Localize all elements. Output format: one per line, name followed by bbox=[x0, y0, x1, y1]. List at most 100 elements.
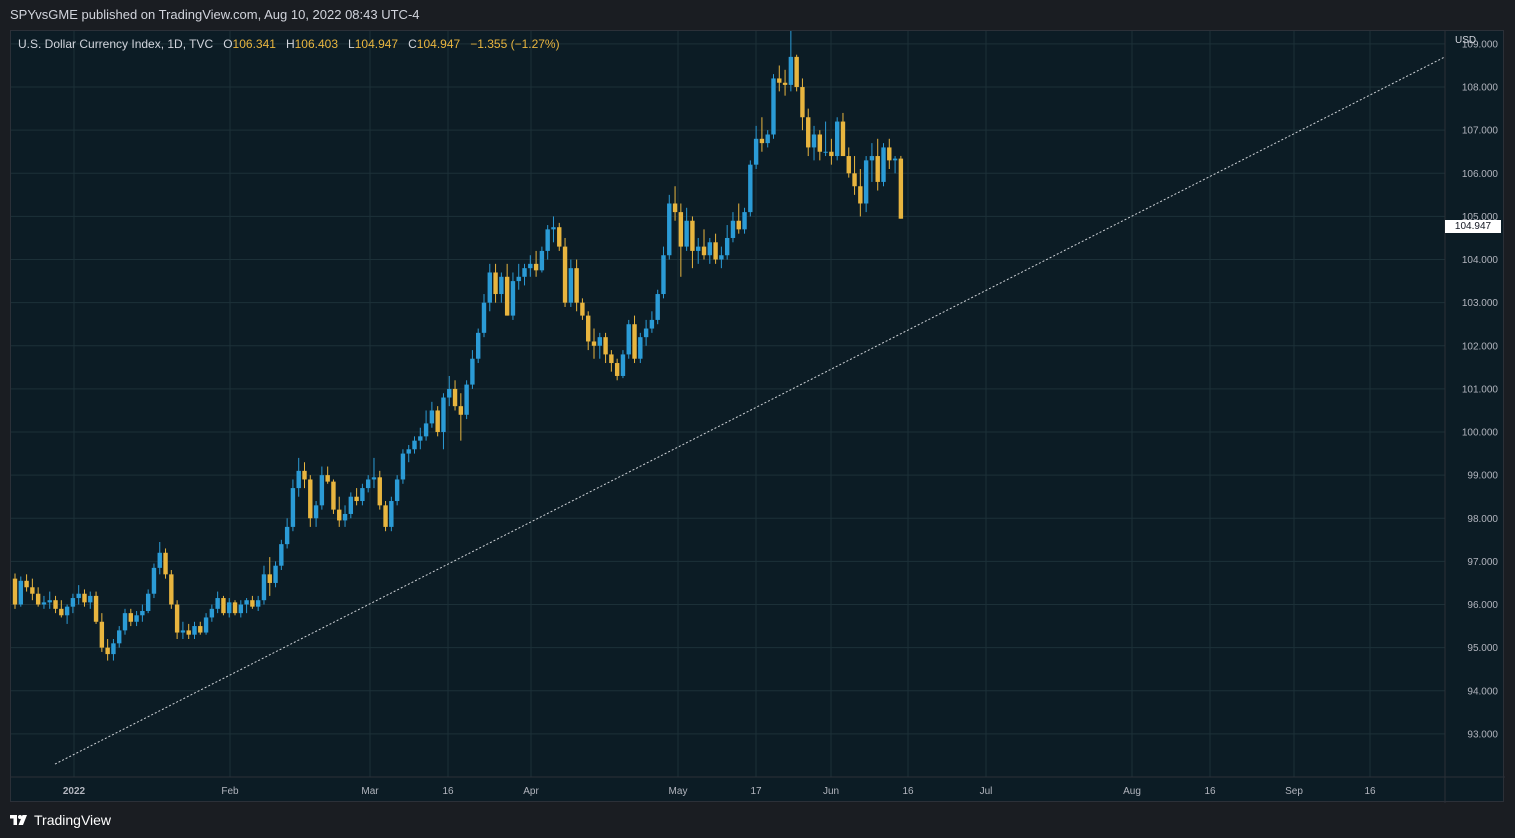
candle-body[interactable] bbox=[765, 134, 770, 144]
candle-body[interactable] bbox=[389, 501, 394, 527]
candle-body[interactable] bbox=[117, 630, 122, 644]
candle-body[interactable] bbox=[337, 509, 342, 521]
candle-body[interactable] bbox=[759, 138, 765, 144]
candle-body[interactable] bbox=[261, 574, 267, 601]
candle-body[interactable] bbox=[672, 203, 678, 213]
candle-body[interactable] bbox=[881, 147, 886, 182]
candle-body[interactable] bbox=[255, 600, 261, 607]
candle-body[interactable] bbox=[18, 580, 23, 605]
candle-body[interactable] bbox=[313, 505, 319, 519]
candle-body[interactable] bbox=[435, 410, 440, 433]
candle-body[interactable] bbox=[638, 337, 643, 359]
footer-brand[interactable]: TradingView bbox=[10, 812, 111, 828]
candle-body[interactable] bbox=[203, 617, 209, 633]
candle-body[interactable] bbox=[777, 78, 782, 83]
candle-body[interactable] bbox=[250, 600, 255, 607]
candle-body[interactable] bbox=[215, 598, 220, 609]
candle-body[interactable] bbox=[684, 220, 689, 247]
candle-body[interactable] bbox=[557, 227, 562, 247]
candle-body[interactable] bbox=[12, 578, 18, 605]
candle-body[interactable] bbox=[134, 615, 139, 622]
candle-body[interactable] bbox=[232, 602, 238, 614]
candle-body[interactable] bbox=[24, 580, 29, 588]
candle-body[interactable] bbox=[122, 613, 128, 631]
candle-body[interactable] bbox=[325, 475, 330, 482]
candle-body[interactable] bbox=[128, 613, 133, 622]
candle-body[interactable] bbox=[643, 328, 649, 338]
candle-body[interactable] bbox=[800, 87, 805, 118]
candle-body[interactable] bbox=[863, 160, 869, 204]
candle-body[interactable] bbox=[719, 255, 724, 260]
candle-body[interactable] bbox=[383, 505, 388, 527]
candle-body[interactable] bbox=[464, 384, 469, 415]
candle-body[interactable] bbox=[470, 358, 475, 385]
candle-body[interactable] bbox=[145, 593, 151, 611]
candle-body[interactable] bbox=[400, 453, 406, 480]
candle-body[interactable] bbox=[730, 220, 736, 238]
candle-body[interactable] bbox=[273, 565, 278, 583]
candle-body[interactable] bbox=[753, 138, 759, 165]
candle-body[interactable] bbox=[290, 488, 296, 527]
candle-body[interactable] bbox=[603, 337, 608, 355]
candle-body[interactable] bbox=[591, 341, 597, 346]
candle-body[interactable] bbox=[724, 237, 730, 256]
candle-body[interactable] bbox=[846, 156, 851, 174]
candle-body[interactable] bbox=[302, 470, 307, 480]
candle-body[interactable] bbox=[348, 496, 354, 514]
candle-body[interactable] bbox=[192, 626, 197, 635]
candle-body[interactable] bbox=[516, 276, 521, 282]
candle-body[interactable] bbox=[227, 602, 232, 614]
candle-body[interactable] bbox=[510, 281, 516, 316]
candle-body[interactable] bbox=[875, 156, 880, 182]
candle-body[interactable] bbox=[93, 595, 99, 622]
candle-body[interactable] bbox=[180, 630, 186, 633]
candle-body[interactable] bbox=[174, 604, 180, 633]
candle-body[interactable] bbox=[632, 324, 637, 359]
candle-body[interactable] bbox=[441, 397, 446, 433]
currency-label[interactable]: USD bbox=[1455, 35, 1477, 46]
candle-body[interactable] bbox=[82, 593, 87, 603]
candle-body[interactable] bbox=[892, 158, 898, 161]
candle-body[interactable] bbox=[661, 255, 666, 295]
candle-body[interactable] bbox=[64, 606, 70, 616]
candle-body[interactable] bbox=[678, 212, 684, 247]
candle-body[interactable] bbox=[209, 608, 215, 618]
candle-body[interactable] bbox=[319, 475, 325, 506]
candle-body[interactable] bbox=[499, 276, 504, 295]
candle-body[interactable] bbox=[742, 212, 747, 230]
candle-body[interactable] bbox=[887, 147, 892, 161]
candle-body[interactable] bbox=[528, 263, 533, 269]
candle-body[interactable] bbox=[365, 479, 371, 489]
candle-body[interactable] bbox=[568, 268, 574, 303]
candle-body[interactable] bbox=[696, 246, 701, 251]
candle-body[interactable] bbox=[713, 242, 718, 260]
candle-body[interactable] bbox=[655, 294, 660, 320]
candle-body[interactable] bbox=[811, 134, 817, 148]
candle-body[interactable] bbox=[620, 354, 626, 376]
candle-body[interactable] bbox=[852, 173, 857, 187]
candle-body[interactable] bbox=[296, 470, 301, 489]
candle-body[interactable] bbox=[748, 164, 753, 213]
candlestick-chart[interactable]: 93.000 94.000 95.000 96.000 97.000 98.000 99.0… bbox=[11, 31, 1505, 803]
candle-body[interactable] bbox=[586, 315, 591, 342]
candle-body[interactable] bbox=[111, 643, 116, 655]
candle-body[interactable] bbox=[342, 513, 348, 521]
candle-body[interactable] bbox=[522, 268, 527, 277]
candle-body[interactable] bbox=[53, 600, 58, 609]
candle-body[interactable] bbox=[707, 242, 712, 256]
candle-body[interactable] bbox=[869, 156, 875, 161]
candle-body[interactable] bbox=[169, 574, 174, 605]
candle-body[interactable] bbox=[626, 324, 631, 355]
candle-body[interactable] bbox=[609, 354, 614, 364]
candle-body[interactable] bbox=[157, 552, 162, 568]
candle-body[interactable] bbox=[487, 272, 492, 303]
candle-body[interactable] bbox=[794, 56, 799, 88]
candle-body[interactable] bbox=[447, 388, 452, 398]
candle-body[interactable] bbox=[493, 272, 498, 295]
candle-body[interactable] bbox=[574, 268, 579, 303]
candle-body[interactable] bbox=[99, 621, 105, 648]
candle-body[interactable] bbox=[377, 477, 382, 506]
candle-body[interactable] bbox=[284, 526, 290, 545]
candle-body[interactable] bbox=[151, 567, 157, 594]
candle-body[interactable] bbox=[614, 363, 620, 376]
